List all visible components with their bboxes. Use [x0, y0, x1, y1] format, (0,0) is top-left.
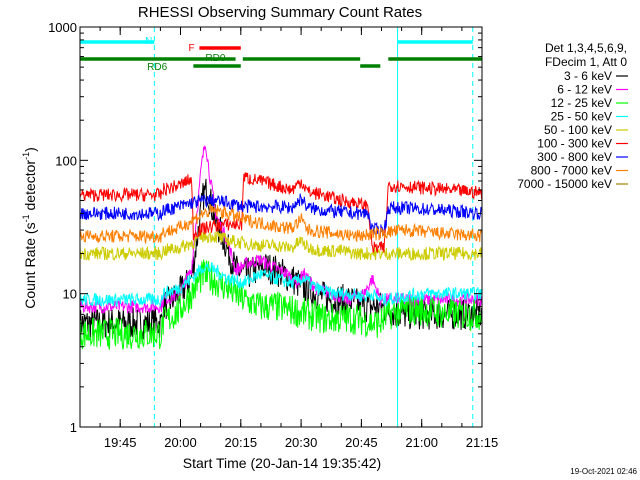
legend-entry-label: 7000 - 15000 keV: [517, 177, 612, 191]
x-axis-label: Start Time (20-Jan-14 19:35:42): [183, 455, 381, 471]
x-tick-label: 20:30: [285, 435, 318, 450]
legend-entry-label: 6 - 12 keV: [557, 83, 612, 97]
timestamp: 19-Oct-2021 02:46: [570, 467, 637, 476]
x-tick-label: 19:45: [104, 435, 137, 450]
rd0-label: RD0: [205, 53, 225, 64]
x-tick-label: 21:15: [466, 435, 499, 450]
series-line-5: [80, 172, 482, 254]
x-tick-label: 20:15: [225, 435, 258, 450]
flare-marker-label: F: [189, 43, 195, 54]
plot-area: [80, 27, 482, 427]
series-group: [80, 27, 482, 427]
legend-entry-label: 12 - 25 keV: [551, 96, 612, 110]
series-line-7: [80, 204, 482, 245]
chart-title: RHESSI Observing Summary Count Rates: [138, 4, 422, 21]
annotation-bars: N F RD0 RD6: [80, 36, 482, 73]
y-tick-label: 1000: [48, 20, 77, 35]
y-axis-label: Count Rate (s-1 detector-1): [21, 147, 38, 309]
y-axis-label-main: Count Rate (s: [22, 222, 38, 308]
series-line-2: [80, 259, 482, 350]
rd6-label: RD6: [147, 62, 167, 73]
legend-header-line-1: Det 1,3,4,5,6,9,: [545, 41, 627, 55]
y-axis-label-end: ): [22, 147, 38, 152]
legend-entry-label: 100 - 300 keV: [537, 137, 612, 151]
series-line-1: [80, 145, 482, 314]
x-tick-label: 20:00: [164, 435, 197, 450]
series-line-6: [80, 193, 482, 239]
legend-entry-label: 800 - 7000 keV: [531, 164, 612, 178]
legend-entry-label: 25 - 50 keV: [551, 110, 612, 124]
legend-entry-label: 3 - 6 keV: [564, 69, 612, 83]
series-line-3: [80, 262, 482, 308]
y-axis-label-mid: detector: [22, 160, 38, 215]
x-tick-label: 21:00: [405, 435, 438, 450]
series-line-4: [80, 229, 482, 262]
legend: Det 1,3,4,5,6,9, FDecim 1, Att 0 3 - 6 k…: [517, 41, 628, 191]
y-tick-label: 100: [55, 153, 77, 168]
y-axis-label-sup1: -1: [21, 214, 31, 222]
y-tick-label: 10: [63, 287, 77, 302]
legend-header-line-2: FDecim 1, Att 0: [545, 55, 627, 69]
axes: 1 10 100 1000 19:45 20:00 20:15 20:30 20:45 21:00…: [48, 20, 498, 450]
x-tick-label: 20:45: [345, 435, 378, 450]
y-axis-label-sup2: -1: [21, 152, 31, 160]
night-marker-label: N: [145, 36, 152, 47]
legend-entry-label: 50 - 100 keV: [544, 123, 612, 137]
y-tick-label: 1: [70, 420, 77, 435]
legend-entry-label: 300 - 800 keV: [537, 150, 612, 164]
